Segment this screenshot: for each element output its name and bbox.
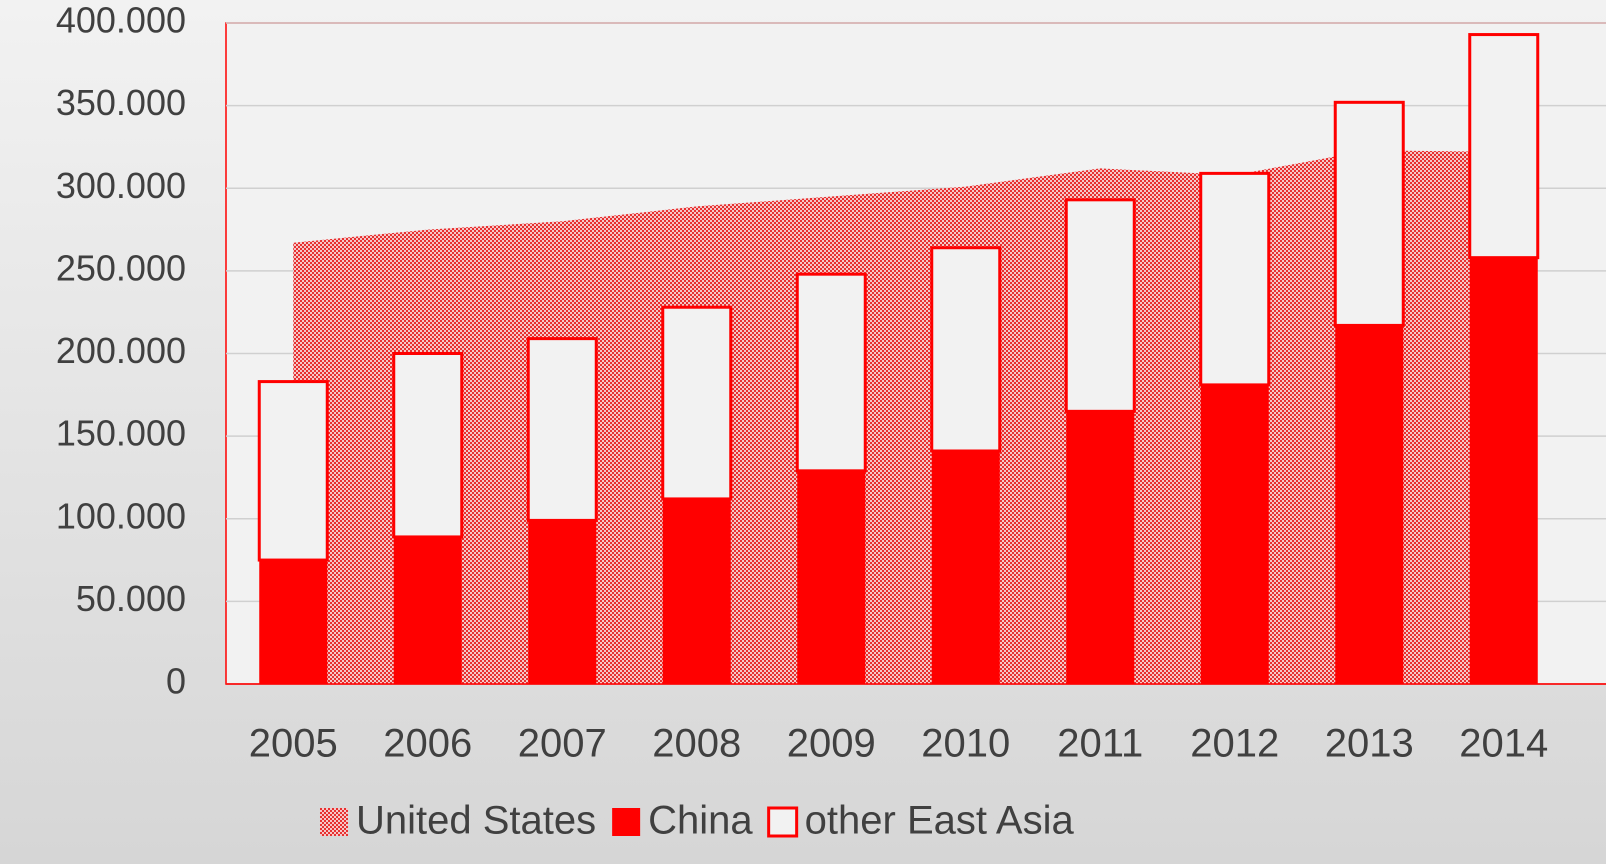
area bbox=[293, 150, 1504, 684]
bar bbox=[1066, 411, 1135, 684]
bar bbox=[528, 520, 597, 684]
x-tick-label: 2010 bbox=[921, 722, 1010, 766]
bar bbox=[526, 337, 598, 522]
bar bbox=[1333, 100, 1405, 327]
x-tick-label: 2008 bbox=[652, 722, 741, 766]
y-tick-label: 250.000 bbox=[56, 247, 186, 288]
x-tick-label: 2006 bbox=[383, 722, 472, 766]
y-tick-label: 300.000 bbox=[56, 165, 186, 206]
bar bbox=[661, 305, 733, 501]
bar bbox=[930, 246, 1002, 453]
bar bbox=[257, 380, 329, 562]
legend-swatch bbox=[320, 808, 348, 836]
x-tick-label: 2012 bbox=[1190, 722, 1279, 766]
legend-label: United States bbox=[356, 799, 596, 843]
bar bbox=[393, 536, 462, 684]
legend-label: China bbox=[648, 799, 753, 843]
bar bbox=[662, 498, 731, 684]
x-tick-label: 2011 bbox=[1057, 722, 1143, 766]
bar bbox=[392, 352, 464, 539]
x-tick-label: 2014 bbox=[1459, 722, 1548, 766]
bar bbox=[931, 450, 1000, 684]
legend-swatch bbox=[612, 808, 641, 836]
y-tick-label: 200.000 bbox=[56, 330, 186, 371]
y-tick-label: 100.000 bbox=[56, 495, 186, 536]
y-tick-label: 50.000 bbox=[76, 578, 186, 619]
y-tick-label: 400.000 bbox=[56, 0, 186, 41]
bar bbox=[259, 560, 328, 684]
bar bbox=[1200, 384, 1269, 684]
y-tick-label: 350.000 bbox=[56, 82, 186, 123]
x-tick-label: 2007 bbox=[518, 722, 607, 766]
bar bbox=[1199, 171, 1271, 387]
bar bbox=[1064, 198, 1136, 413]
legend-swatch bbox=[767, 806, 799, 838]
bar bbox=[1335, 325, 1404, 684]
bar bbox=[1468, 33, 1540, 260]
bar bbox=[797, 470, 866, 684]
y-tick-label: 150.000 bbox=[56, 413, 186, 454]
bar bbox=[1469, 257, 1538, 684]
x-tick-label: 2009 bbox=[787, 722, 876, 766]
x-tick-label: 2013 bbox=[1325, 722, 1414, 766]
legend-label: other East Asia bbox=[805, 799, 1075, 843]
x-tick-label: 2005 bbox=[249, 722, 338, 766]
bar bbox=[795, 272, 867, 473]
y-tick-label: 0 bbox=[166, 661, 186, 702]
